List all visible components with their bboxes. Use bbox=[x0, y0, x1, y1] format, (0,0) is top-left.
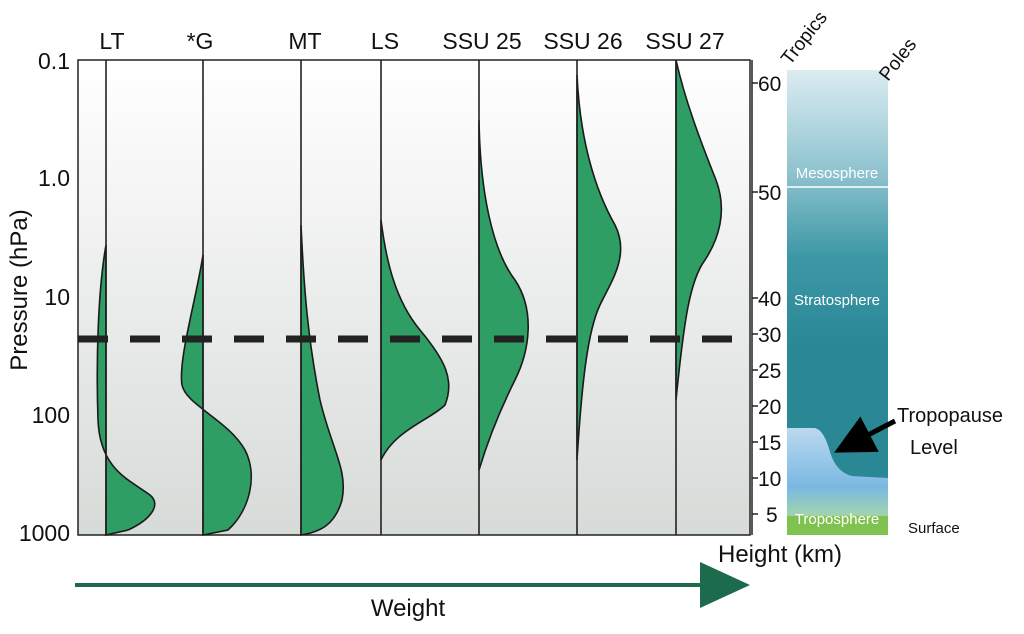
height-tick: 60 bbox=[758, 73, 781, 96]
height-tick: 30 bbox=[758, 324, 781, 347]
troposphere-label: Troposphere bbox=[795, 511, 880, 528]
height-tick: 10 bbox=[758, 468, 781, 491]
weighting-curve-g bbox=[180, 254, 253, 536]
height-tick: 15 bbox=[758, 432, 781, 455]
height-tick: 20 bbox=[758, 396, 781, 419]
weighting-curve-lt bbox=[96, 244, 156, 537]
channel-label-ssu26: SSU 26 bbox=[543, 28, 622, 54]
troposphere-region bbox=[787, 428, 888, 535]
channel-label-ssu27: SSU 27 bbox=[645, 28, 724, 54]
weighting-curve-ssu25 bbox=[478, 119, 529, 471]
channel-label-lt: LT bbox=[99, 28, 124, 54]
tropopause-label-line1: Tropopause bbox=[897, 405, 1003, 427]
surface-label: Surface bbox=[908, 520, 960, 537]
pressure-tick: 100 bbox=[32, 402, 70, 428]
channel-label-ls: LS bbox=[371, 28, 399, 54]
weight-arrow-head bbox=[700, 562, 750, 608]
pressure-tick: 10 bbox=[44, 284, 70, 310]
channel-label-g: *G bbox=[187, 28, 214, 54]
tropopause-arrow bbox=[834, 416, 897, 453]
y-axis-title: Pressure (hPa) bbox=[6, 209, 33, 370]
weight-axis-title: Weight bbox=[371, 595, 446, 622]
height-tick-labels: 60 50 40 30 25 20 15 10 5 bbox=[758, 73, 781, 527]
height-tick: 40 bbox=[758, 288, 781, 311]
tropics-label: Tropics bbox=[777, 8, 831, 69]
pressure-ticks: 0.1 1.0 10 100 1000 bbox=[19, 48, 70, 546]
height-ticks bbox=[752, 82, 758, 515]
atmosphere-panel: Mesosphere Stratosphere Troposphere bbox=[787, 70, 888, 535]
height-axis-title: Height (km) bbox=[718, 541, 842, 568]
height-tick: 25 bbox=[758, 360, 781, 383]
plot-background bbox=[77, 59, 751, 536]
tropopause-label-line2: Level bbox=[910, 437, 958, 459]
mesosphere-label: Mesosphere bbox=[796, 165, 879, 182]
height-tick: 50 bbox=[758, 182, 781, 205]
channel-label-ssu25: SSU 25 bbox=[442, 28, 521, 54]
weighting-curve-ssu27 bbox=[675, 59, 723, 401]
pressure-tick: 0.1 bbox=[38, 48, 70, 74]
stratosphere-label: Stratosphere bbox=[794, 292, 880, 309]
channel-label-mt: MT bbox=[288, 28, 321, 54]
channel-baselines bbox=[105, 60, 677, 535]
weighting-curve-ssu26 bbox=[576, 74, 622, 461]
surface-band bbox=[787, 516, 888, 535]
tropopause-label: Tropopause Level bbox=[897, 405, 1009, 459]
pressure-tick: 1.0 bbox=[38, 165, 70, 191]
weighting-curve-mt bbox=[300, 224, 345, 536]
pressure-tick: 1000 bbox=[19, 520, 70, 546]
poles-label: Poles bbox=[875, 35, 921, 85]
height-tick: 5 bbox=[766, 504, 778, 527]
channel-labels: LT *G MT LS SSU 25 SSU 26 SSU 27 bbox=[99, 28, 724, 54]
